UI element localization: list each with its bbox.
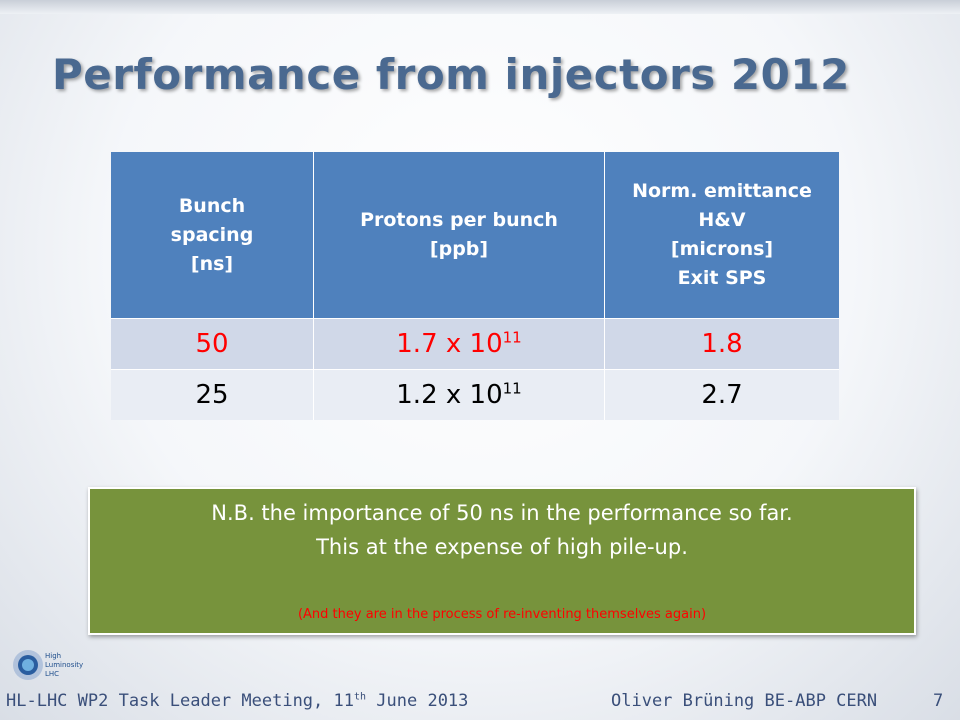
logo-graphic: High Luminosity LHC [13,650,83,680]
note-line-1: N.B. the importance of 50 ns in the perf… [211,501,793,525]
header-bunch-spacing: Bunch spacing [ns] [111,152,314,319]
cell-emittance: 2.7 [604,369,839,420]
top-decorative-bar [0,0,960,14]
note-box: N.B. the importance of 50 ns in the perf… [88,487,916,635]
page-number: 7 [933,691,944,711]
svg-text:High: High [45,652,61,660]
cell-protons-per-bunch: 1.7 x 1011 [313,318,605,370]
cell-protons-per-bunch: 1.2 x 1011 [313,369,605,420]
cell-bunch-spacing: 25 [111,369,314,420]
cell-bunch-spacing: 50 [111,318,314,370]
cell-emittance: 1.8 [604,318,839,370]
svg-text:LHC: LHC [45,670,59,678]
header-protons-per-bunch: Protons per bunch [ppb] [313,152,605,319]
table-row: 50 1.7 x 1011 1.8 [111,318,839,370]
slide-footer: HL-LHC WP2 Task Leader Meeting, 11th Jun… [0,688,960,720]
footer-author: Oliver Brüning BE-ABP CERN [611,691,878,711]
slide-title: Performance from injectors 2012 [52,50,850,99]
hl-lhc-logo-icon: High Luminosity LHC [10,646,96,684]
footer-meeting-label: HL-LHC WP2 Task Leader Meeting, 11th Jun… [6,691,469,711]
table-row: 25 1.2 x 1011 2.7 [111,369,839,420]
table-header-row: Bunch spacing [ns] Protons per bunch [pp… [111,152,839,319]
svg-text:Luminosity: Luminosity [45,661,83,669]
note-line-2: This at the expense of high pile-up. [316,535,688,559]
note-line-3: (And they are in the process of re-inven… [297,607,707,622]
header-norm-emittance: Norm. emittance H&V [microns] Exit SPS [604,152,839,319]
injector-performance-table: Bunch spacing [ns] Protons per bunch [pp… [111,152,839,420]
